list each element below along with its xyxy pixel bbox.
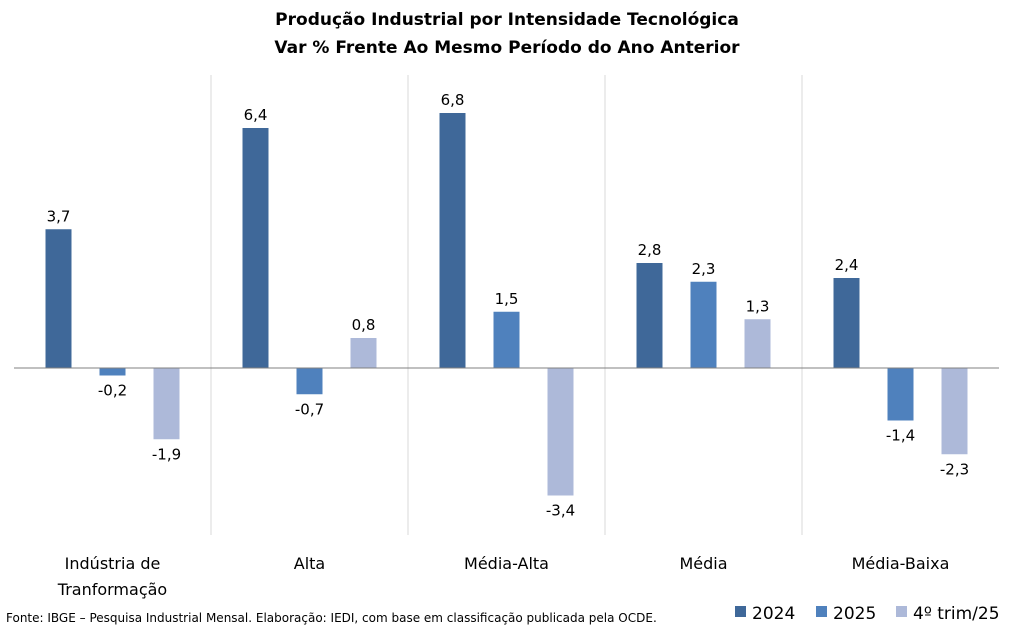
legend-label: 2025 — [833, 604, 876, 624]
data-label: 1,3 — [746, 297, 770, 315]
data-label: 2,8 — [638, 241, 662, 259]
legend-swatch — [896, 606, 907, 617]
bar-2025-1 — [296, 368, 323, 395]
data-label: -1,4 — [886, 427, 915, 445]
data-label: -0,2 — [98, 382, 127, 400]
data-label: -1,9 — [152, 445, 181, 463]
bar-4trim25-0 — [153, 368, 180, 440]
data-label: 0,8 — [352, 316, 376, 334]
data-label: -0,7 — [295, 400, 324, 418]
bar-2025-0 — [99, 368, 126, 376]
bar-2024-1 — [242, 128, 269, 368]
category-label: Tranformação — [57, 580, 167, 599]
data-label: 1,5 — [495, 290, 519, 308]
bar-2024-3 — [636, 263, 663, 368]
data-label: 6,4 — [244, 106, 268, 124]
category-label: Média-Alta — [464, 554, 549, 573]
bar-2024-0 — [45, 229, 72, 368]
bar-2025-4 — [887, 368, 914, 421]
data-label: 3,7 — [47, 207, 71, 225]
data-label: 6,8 — [441, 91, 465, 109]
category-label: Indústria de — [65, 554, 161, 573]
data-label: -2,3 — [940, 460, 969, 478]
legend-swatch — [816, 606, 827, 617]
data-label: 2,3 — [692, 260, 716, 278]
bar-2025-3 — [690, 281, 717, 368]
bar-4trim25-3 — [744, 319, 771, 368]
bar-4trim25-2 — [547, 368, 574, 496]
legend: 2024 2025 4º trim/25 — [735, 604, 1000, 624]
bar-2024-4 — [833, 278, 860, 368]
category-label: Alta — [294, 554, 325, 573]
source-note: Fonte: IBGE – Pesquisa Industrial Mensal… — [6, 611, 657, 625]
legend-swatch — [735, 606, 746, 617]
data-label: 2,4 — [835, 256, 859, 274]
legend-label: 4º trim/25 — [913, 604, 1000, 624]
chart-title: Produção Industrial por Intensidade Tecn… — [275, 10, 739, 30]
category-label: Média — [679, 554, 727, 573]
data-label: -3,4 — [546, 502, 575, 520]
bar-4trim25-4 — [941, 368, 968, 455]
bar-2024-2 — [439, 113, 466, 368]
chart-subtitle: Var % Frente Ao Mesmo Período do Ano Ant… — [274, 38, 740, 58]
bar-4trim25-1 — [350, 338, 377, 368]
legend-label: 2024 — [752, 604, 795, 624]
category-label: Média-Baixa — [852, 554, 950, 573]
bar-2025-2 — [493, 311, 520, 368]
